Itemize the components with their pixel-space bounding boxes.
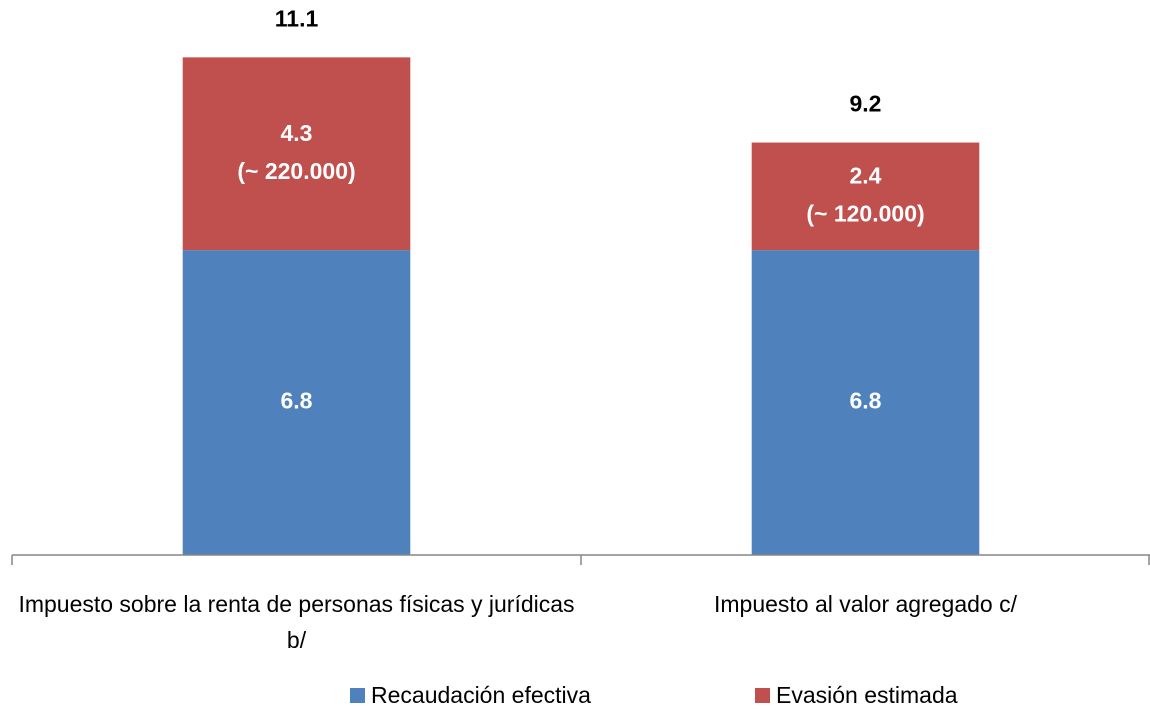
data-label: 4.3: [281, 120, 313, 146]
legend-label: Evasión estimada: [776, 682, 958, 708]
x-tick-label: Impuesto al valor agregado c/: [713, 591, 1017, 617]
bar-segment: [182, 250, 411, 555]
data-label: 2.4: [850, 162, 882, 188]
x-tick-label: Impuesto sobre la renta de personas físi…: [18, 591, 575, 653]
bar-segment: [751, 250, 980, 555]
bar-segment: [182, 57, 411, 251]
legend-item: Evasión estimada: [755, 682, 958, 709]
legend-swatch: [755, 688, 770, 703]
data-note: (~ 120.000): [806, 200, 924, 226]
bar-segment: [751, 142, 980, 251]
total-label: 9.2: [850, 91, 882, 117]
legend-item: Recaudación efectiva: [350, 682, 591, 709]
data-note: (~ 220.000): [237, 158, 355, 184]
data-label: 6.8: [850, 388, 882, 414]
total-label: 11.1: [275, 5, 319, 31]
data-label: 6.8: [281, 388, 313, 414]
legend-label: Recaudación efectiva: [371, 682, 591, 708]
legend-swatch: [350, 688, 365, 703]
